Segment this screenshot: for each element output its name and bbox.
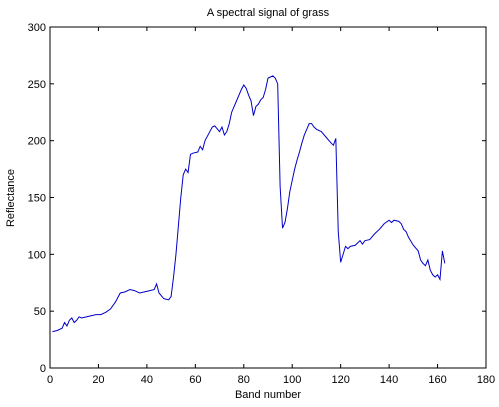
x-tick-label: 180: [477, 374, 495, 386]
y-axis-label: Reflectance: [5, 169, 17, 227]
x-axis-label: Band number: [235, 389, 301, 401]
y-tick-label: 0: [40, 363, 46, 375]
y-tick-label: 100: [28, 249, 46, 261]
y-tick-label: 250: [28, 79, 46, 91]
y-tick-label: 300: [28, 22, 46, 34]
x-tick-label: 0: [47, 374, 53, 386]
y-tick-label: 200: [28, 136, 46, 148]
y-tick-label: 150: [28, 193, 46, 205]
plot-area: [49, 26, 487, 369]
chart-title: A spectral signal of grass: [207, 7, 330, 19]
y-tick-label: 50: [34, 306, 46, 318]
x-tick-label: 20: [92, 374, 104, 386]
x-tick-label: 100: [283, 374, 301, 386]
x-tick-label: 140: [380, 374, 398, 386]
x-tick-label: 60: [189, 374, 201, 386]
x-tick-label: 80: [238, 374, 250, 386]
x-tick-label: 120: [331, 374, 349, 386]
x-tick-label: 160: [428, 374, 446, 386]
x-tick-label: 40: [141, 374, 153, 386]
line: [52, 75, 446, 333]
